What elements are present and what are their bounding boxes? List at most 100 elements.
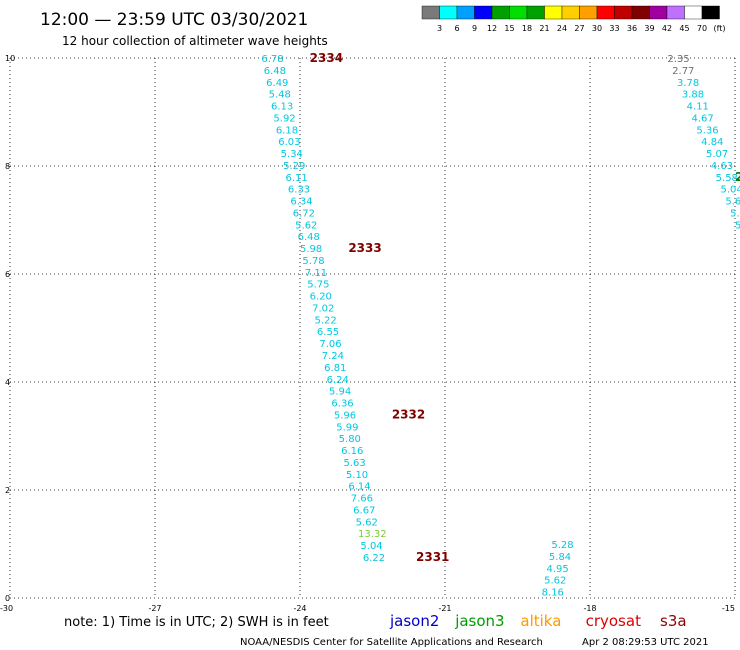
- colorbar-swatch: [474, 5, 493, 20]
- wave-height-value: 4.63: [711, 161, 733, 172]
- colorbar-label: 6: [454, 24, 459, 33]
- wave-height-value: 6.81: [324, 363, 346, 374]
- track3: 5.285.844.955.628.16: [542, 540, 574, 599]
- wave-height-value: 5.10: [346, 470, 368, 481]
- pass-number-label: 2331: [416, 550, 449, 564]
- colorbar-label: 3: [437, 24, 442, 33]
- colorbar-label: 42: [662, 24, 672, 33]
- colorbar-swatch: [439, 5, 458, 20]
- wave-height-value: 5.78: [302, 256, 324, 267]
- wave-height-value: 5.75: [307, 280, 329, 291]
- x-tick-label: -18: [583, 604, 596, 613]
- wave-height-value: 6.24: [327, 375, 349, 386]
- wave-height-value: 5.36: [696, 125, 718, 136]
- colorbar-label: 21: [539, 24, 549, 33]
- credit-text: NOAA/NESDIS Center for Satellite Applica…: [240, 637, 543, 648]
- wave-height-value: 7.11: [305, 268, 327, 279]
- wave-height-value: 4.11: [687, 102, 709, 113]
- colorbar-label: 27: [574, 24, 584, 33]
- y-tick-label: 10: [5, 54, 15, 63]
- wave-height-value: 5.63: [344, 458, 366, 469]
- colorbar-swatch: [526, 5, 545, 20]
- wave-height-value: 7.02: [312, 303, 334, 314]
- wave-height-value: 5.34: [281, 149, 303, 160]
- colorbar-swatch: [491, 5, 510, 20]
- wave-height-value: 6.18: [276, 125, 298, 136]
- wave-height-value: 5.28: [551, 540, 573, 551]
- pass-number-label: 2332: [392, 407, 425, 421]
- pass-number-label: 2126: [735, 170, 740, 184]
- pass-number-label: 2334: [310, 51, 343, 65]
- colorbar-label: 18: [522, 24, 532, 33]
- x-tick-label: -15: [722, 604, 735, 613]
- wave-height-value: 5.80: [339, 434, 361, 445]
- wave-height-value: 6.33: [288, 185, 310, 196]
- x-tick-label: -30: [0, 604, 13, 613]
- wave-height-value: 7.66: [351, 494, 373, 505]
- wave-height-value: 6.49: [266, 78, 288, 89]
- wave-height-value: 5.07: [706, 149, 728, 160]
- wave-height-value: 3.88: [682, 90, 704, 101]
- wave-height-value: 6.78: [261, 54, 283, 65]
- wave-height-value: 6.48: [298, 232, 320, 243]
- colorbar-swatch: [509, 5, 528, 20]
- satellite-legend: jason2 jason3 altika cryosat s3a: [389, 612, 687, 630]
- wave-height-value: 4.67: [692, 113, 714, 124]
- wave-height-value: 5.62: [356, 517, 378, 528]
- wave-height-value: 6.20: [310, 292, 332, 303]
- wave-height-value: 3.78: [677, 78, 699, 89]
- colorbar-label: 45: [679, 24, 689, 33]
- grid: [9, 57, 736, 599]
- wave-height-value: 7.24: [322, 351, 344, 362]
- wave-height-value: 6.13: [271, 102, 293, 113]
- wave-height-value: 5.22: [315, 315, 337, 326]
- colorbar-label: 12: [487, 24, 497, 33]
- colorbar-label: 9: [472, 24, 477, 33]
- wave-height-value: 6.55: [317, 327, 339, 338]
- wave-height-value: 6.67: [353, 505, 375, 516]
- wave-height-value: 6.11: [286, 173, 308, 184]
- wave-height-value: 5.98: [300, 244, 322, 255]
- satellite-legend-item: jason2: [389, 612, 439, 630]
- colorbar-label: 24: [557, 24, 567, 33]
- y-tick-label: 8: [5, 162, 10, 171]
- colorbar-swatch: [684, 5, 703, 20]
- wave-height-value: 6.72: [293, 208, 315, 219]
- colorbar-swatch: [579, 5, 598, 20]
- wave-height-value: 8.16: [542, 588, 564, 599]
- wave-height-value: 5.65: [735, 220, 740, 231]
- y-tick-label: 6: [5, 270, 10, 279]
- colorbar-label: 70: [697, 24, 707, 33]
- wave-height-value: 5.92: [273, 113, 295, 124]
- wave-height-value: 7.06: [319, 339, 341, 350]
- satellite-legend-item: jason3: [454, 612, 504, 630]
- chart-subtitle: 12 hour collection of altimeter wave hei…: [62, 34, 328, 48]
- colorbar-swatch: [421, 5, 440, 20]
- colorbar-swatch: [544, 5, 563, 20]
- x-tick-label: -24: [293, 604, 306, 613]
- track1: 6.786.486.495.486.135.926.186.035.345.29…: [261, 51, 449, 564]
- satellite-legend-item: altika: [520, 612, 561, 630]
- wave-height-value: 5.58: [716, 173, 738, 184]
- y-tick-label: 2: [5, 486, 10, 495]
- satellite-legend-item: s3a: [660, 612, 687, 630]
- wave-height-value: 13.32: [358, 529, 387, 540]
- wave-height-value: 6.36: [331, 399, 353, 410]
- colorbar: 3 6 9 12 15 18 21 24 27 30 33 36 39 42 45 70 (ft): [421, 5, 726, 33]
- pass-number-label: 2333: [348, 241, 381, 255]
- colorbar-label: 33: [609, 24, 619, 33]
- wave-height-value: 6.03: [278, 137, 300, 148]
- colorbar-label: 30: [592, 24, 602, 33]
- x-tick-label: -27: [148, 604, 161, 613]
- colorbar-swatch: [666, 5, 685, 20]
- wave-height-value: 5.84: [549, 552, 571, 563]
- satellite-legend-item: cryosat: [586, 612, 641, 630]
- wave-height-value: 5.48: [269, 90, 291, 101]
- wave-height-value: 6.16: [341, 446, 363, 457]
- colorbar-swatch: [561, 5, 580, 20]
- wave-height-value: 5.29: [283, 161, 305, 172]
- wave-height-value: 6.48: [264, 66, 286, 77]
- wave-height-value: 5.04: [360, 541, 382, 552]
- colorbar-label: 39: [644, 24, 654, 33]
